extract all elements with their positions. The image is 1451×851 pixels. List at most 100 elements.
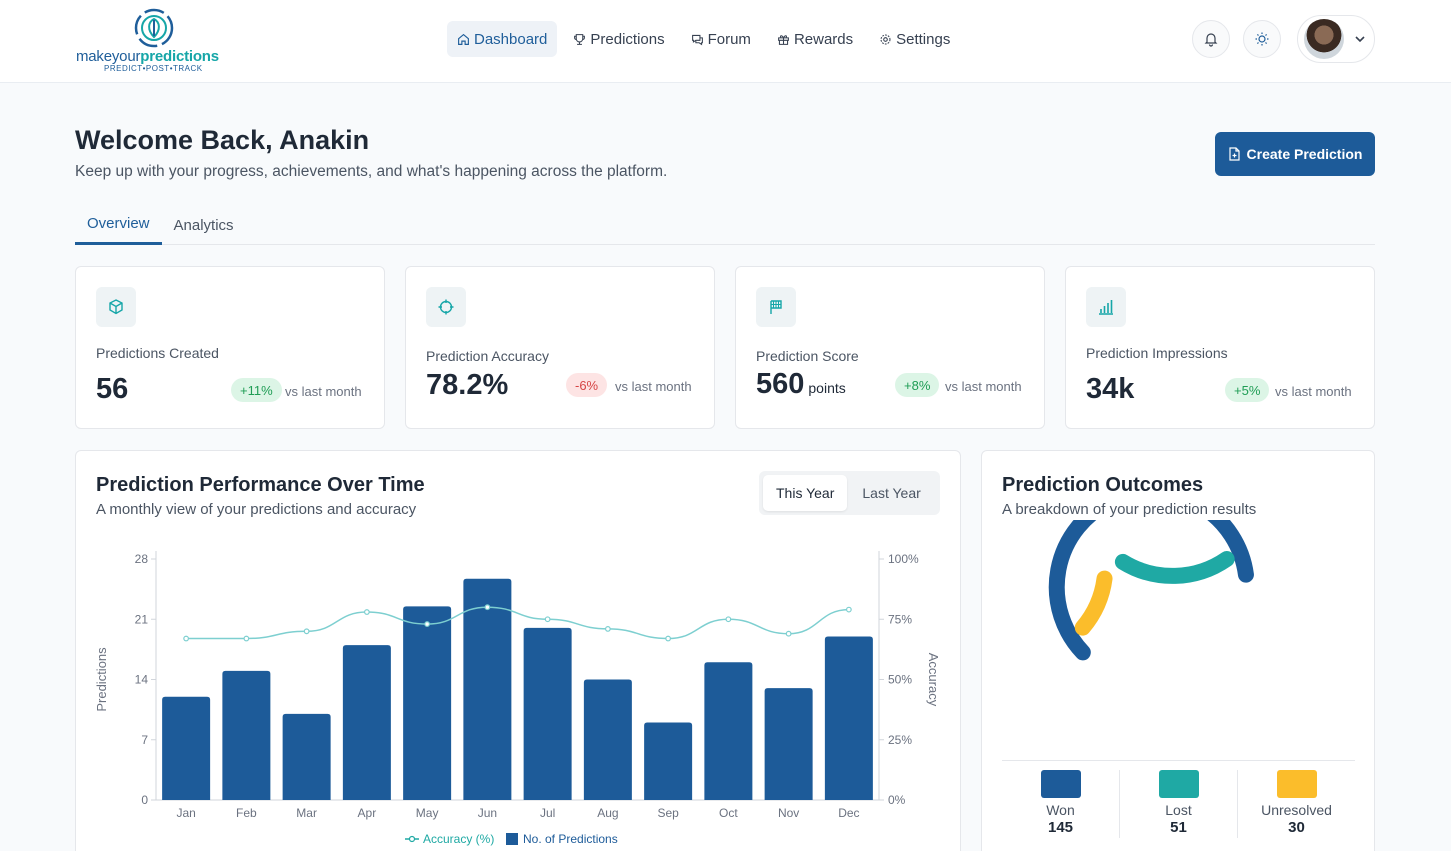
y2-axis-label: Accuracy <box>926 653 941 707</box>
tab-overview[interactable]: Overview <box>75 205 162 245</box>
brand-logo[interactable]: makeyourpredictions PREDICT•POST•TRACK <box>76 6 236 76</box>
tab-bar: Overview Analytics <box>75 205 1375 245</box>
sun-icon <box>1255 32 1269 46</box>
nav-forum[interactable]: Forum <box>681 21 761 57</box>
legend-bar-marker <box>506 833 518 845</box>
bar <box>162 696 211 800</box>
y2-tick-label: 50% <box>888 673 912 687</box>
accuracy-point <box>604 625 611 632</box>
outcome-value: 145 <box>1047 819 1074 836</box>
x-tick-label: Jul <box>540 806 555 820</box>
avatar <box>1304 19 1344 59</box>
legend-swatch <box>1040 770 1081 798</box>
x-tick-label: Mar <box>296 806 317 820</box>
tab-analytics[interactable]: Analytics <box>173 216 234 234</box>
stat-card-prediction-accuracy: Prediction Accuracy 78.2% -6% vs last mo… <box>405 266 715 429</box>
legend-point-marker <box>408 835 416 843</box>
x-tick-label: Dec <box>838 806 859 820</box>
x-tick-label: Apr <box>358 806 377 820</box>
x-tick-label: Aug <box>597 806 618 820</box>
trophy-icon <box>574 33 586 45</box>
performance-subtitle: A monthly view of your predictions and a… <box>96 501 417 518</box>
donut-slice-unresolved <box>1074 570 1113 636</box>
accuracy-point <box>363 609 370 615</box>
outcome-unresolved: Unresolved 30 <box>1238 770 1355 836</box>
bar <box>824 636 873 800</box>
stat-label: Predictions Created <box>96 345 219 361</box>
accuracy-point <box>243 635 250 642</box>
accuracy-point <box>725 616 732 623</box>
accuracy-point <box>845 606 852 613</box>
accuracy-point <box>183 635 190 642</box>
accuracy-point <box>665 635 672 642</box>
x-tick-label: Nov <box>778 806 799 820</box>
accuracy-point <box>484 604 491 611</box>
this-year-button[interactable]: This Year <box>763 475 848 511</box>
bar-chart-icon <box>1086 287 1126 327</box>
page-subtitle: Keep up with your progress, achievements… <box>75 163 668 180</box>
y-tick-label: 28 <box>135 552 149 566</box>
create-prediction-label: Create Prediction <box>1246 146 1363 162</box>
create-prediction-button[interactable]: Create Prediction <box>1215 132 1375 176</box>
outcome-lost: Lost 51 <box>1120 770 1237 836</box>
y-tick-label: 21 <box>135 612 149 626</box>
comparison-text: vs last month <box>285 384 362 399</box>
nav-dashboard-label: Dashboard <box>474 30 548 48</box>
legend-label-accuracy: Accuracy (%) <box>423 832 494 846</box>
y-tick-label: 14 <box>135 673 149 687</box>
bar <box>523 627 572 800</box>
bar <box>463 578 512 800</box>
crosshair-icon <box>426 287 466 327</box>
brand-tagline: PREDICT•POST•TRACK <box>104 64 203 73</box>
x-tick-label: Jun <box>478 806 497 820</box>
bar <box>764 688 813 800</box>
y2-tick-label: 100% <box>888 552 919 566</box>
nav-settings[interactable]: Settings <box>869 21 960 57</box>
x-tick-label: May <box>416 806 439 820</box>
y-tick-label: 7 <box>141 733 148 747</box>
theme-toggle-button[interactable] <box>1243 20 1281 58</box>
comparison-text: vs last month <box>945 379 1022 394</box>
nav-dashboard[interactable]: Dashboard <box>447 21 558 57</box>
outcomes-donut-chart <box>1048 520 1254 661</box>
stat-card-prediction-score: Prediction Score 560 points +8% vs last m… <box>735 266 1045 429</box>
stat-value: 56 <box>96 373 129 405</box>
stat-label: Prediction Accuracy <box>426 348 549 364</box>
donut-slice-lost <box>1114 551 1235 584</box>
outcomes-title: Prediction Outcomes <box>1002 474 1204 496</box>
accuracy-point <box>785 630 792 637</box>
outcome-value: 30 <box>1288 819 1305 836</box>
divider <box>1119 770 1120 838</box>
accuracy-point <box>424 621 431 627</box>
nav-rewards[interactable]: Rewards <box>767 21 863 57</box>
outcome-label: Unresolved <box>1261 802 1332 818</box>
y-tick-label: 0 <box>141 793 148 807</box>
divider <box>1237 770 1238 838</box>
score-number: 560 <box>756 368 805 400</box>
bar <box>342 645 391 800</box>
bar <box>282 713 331 800</box>
stat-label: Prediction Score <box>756 348 859 364</box>
profile-menu[interactable] <box>1297 15 1375 63</box>
page-title: Welcome Back, Anakin <box>75 125 370 155</box>
y-axis-label: Predictions <box>94 647 109 712</box>
document-plus-icon <box>1228 147 1240 161</box>
stat-value: 78.2% <box>426 369 509 401</box>
accuracy-line <box>186 606 849 640</box>
nav-predictions[interactable]: Predictions <box>563 21 674 57</box>
bar <box>704 662 753 800</box>
legend-swatch <box>1158 770 1199 798</box>
outcome-value: 51 <box>1170 819 1187 836</box>
performance-chart: 0 7 14 21 28 0% 25% 50% 75% 100% Predictions Accura… <box>94 551 941 846</box>
outcome-label: Lost <box>1165 802 1192 818</box>
comparison-text: vs last month <box>1275 384 1352 399</box>
bell-icon <box>1204 33 1218 47</box>
notifications-button[interactable] <box>1192 20 1230 58</box>
nav-forum-label: Forum <box>707 30 751 48</box>
year-toggle: This Year Last Year <box>759 471 940 515</box>
x-tick-label: Oct <box>719 806 738 820</box>
divider <box>1002 760 1355 761</box>
main-menu: Dashboard Predictions Forum Rewards Sett… <box>447 21 960 57</box>
change-badge: -6% <box>566 373 608 397</box>
last-year-button[interactable]: Last Year <box>862 485 921 501</box>
